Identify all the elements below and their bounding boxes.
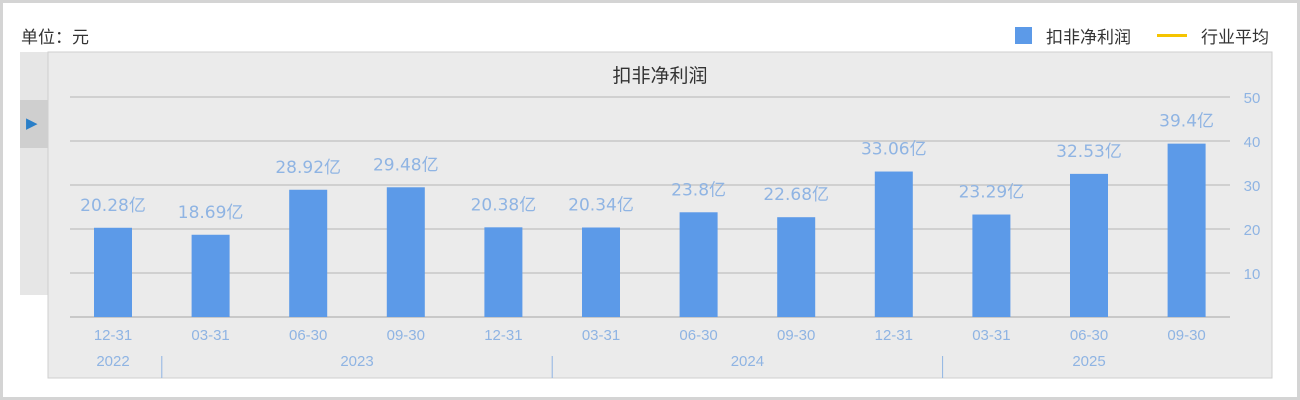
legend-swatch-bar: [1015, 27, 1032, 44]
bar: [972, 214, 1011, 317]
bar: [777, 217, 816, 317]
unit-label: 单位：元: [21, 28, 89, 48]
data-label: 20.34亿: [568, 196, 634, 216]
x-tick-label: 06-30: [679, 327, 717, 344]
legend-label-line[interactable]: 行业平均: [1201, 28, 1269, 48]
bar: [191, 234, 230, 317]
y-tick-label: 30: [1244, 178, 1261, 195]
legend-label-bar[interactable]: 扣非净利润: [1046, 28, 1131, 48]
x-tick-label: 09-30: [387, 327, 425, 344]
x-tick-label: 03-31: [582, 327, 620, 344]
y-tick-label: 50: [1244, 90, 1261, 107]
x-tick-label: 09-30: [777, 327, 815, 344]
data-label: 39.4亿: [1159, 112, 1214, 132]
bar: [386, 187, 425, 317]
data-label: 23.29亿: [959, 183, 1025, 203]
bar: [582, 227, 620, 317]
bar: [289, 189, 328, 317]
bar: [484, 227, 523, 317]
year-label: 2024: [731, 353, 764, 370]
x-tick-label: 03-31: [972, 327, 1010, 344]
x-tick-label: 06-30: [1070, 327, 1108, 344]
chart-title: 扣非净利润: [612, 65, 707, 87]
data-label: 29.48亿: [373, 155, 439, 175]
data-label: 32.53亿: [1056, 142, 1122, 162]
bar: [94, 227, 132, 317]
side-panel: [20, 52, 48, 295]
side-toggle-button[interactable]: ▶: [20, 100, 48, 148]
bar: [874, 171, 913, 317]
x-tick-label: 06-30: [289, 327, 327, 344]
x-tick-label: 09-30: [1167, 327, 1205, 344]
bar: [679, 212, 718, 317]
y-tick-label: 40: [1244, 134, 1261, 151]
year-label: 2023: [340, 353, 373, 370]
legend-swatch-line: [1157, 34, 1187, 37]
year-label: 2025: [1072, 353, 1105, 370]
legend: 扣非净利润 行业平均: [1015, 23, 1269, 48]
y-tick-label: 10: [1244, 266, 1261, 283]
year-label: 2022: [96, 353, 129, 370]
x-tick-label: 12-31: [484, 327, 522, 344]
data-label: 22.68亿: [763, 185, 829, 205]
x-tick-label: 12-31: [875, 327, 913, 344]
plot-background: [47, 51, 1273, 379]
x-tick-label: 03-31: [191, 327, 229, 344]
bar-chart: 扣非净利润 10 20 30 40 50 20.28亿 12-31 18.69亿 03-31 28.…: [47, 51, 1273, 379]
data-label: 33.06亿: [861, 140, 927, 160]
data-label: 28.92亿: [275, 158, 341, 178]
y-tick-label: 20: [1244, 222, 1261, 239]
data-label: 18.69亿: [178, 203, 244, 223]
data-label: 20.28亿: [80, 196, 146, 216]
bar: [1070, 173, 1108, 317]
x-tick-label: 12-31: [94, 327, 132, 344]
play-triangle-icon: ▶: [26, 114, 38, 132]
data-label: 20.38亿: [471, 195, 537, 215]
bar: [1167, 143, 1206, 317]
data-label: 23.8亿: [671, 180, 726, 200]
